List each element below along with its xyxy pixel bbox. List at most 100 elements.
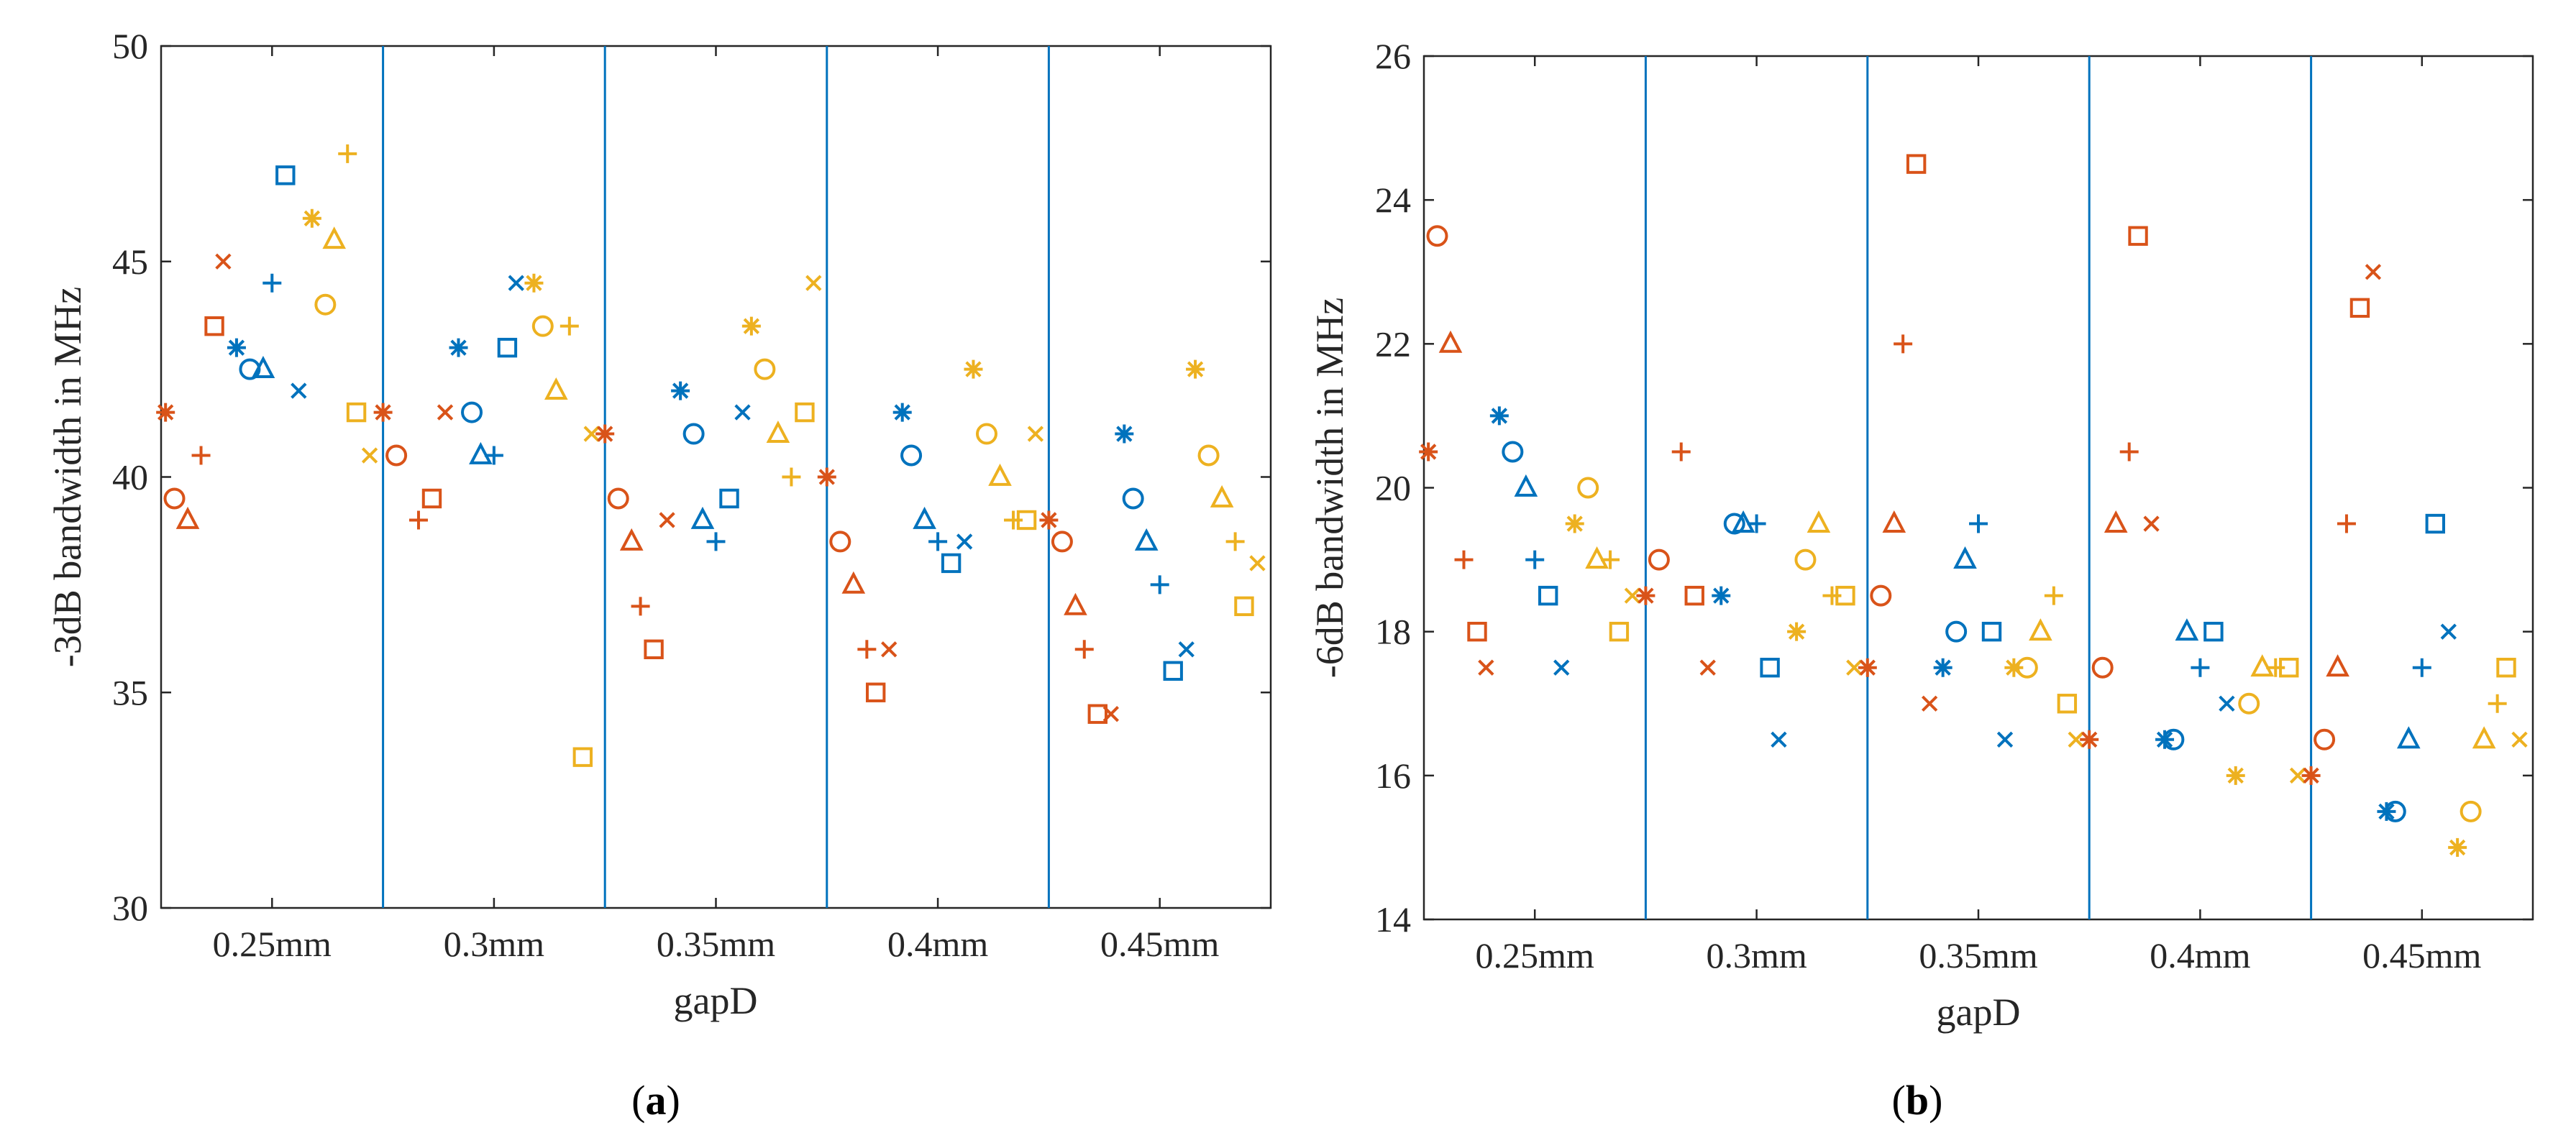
y-tick-label: 14 bbox=[1375, 899, 1411, 940]
data-point-plus bbox=[484, 446, 503, 465]
data-point-x bbox=[1699, 659, 1716, 676]
y-tick-label: 26 bbox=[1375, 36, 1411, 76]
data-point-x bbox=[2068, 731, 2084, 748]
data-point-plus bbox=[1225, 532, 1245, 551]
data-point-triangle bbox=[1953, 546, 1977, 569]
data-point-circle bbox=[682, 423, 705, 445]
data-point-triangle bbox=[2326, 654, 2349, 677]
data-point-x bbox=[1921, 695, 1938, 712]
data-point-circle bbox=[1122, 487, 1144, 510]
y-axis-label: -3dB bandwidth in MHz bbox=[46, 287, 89, 667]
data-point-square bbox=[1684, 585, 1704, 606]
data-point-square bbox=[941, 553, 962, 574]
data-point-x bbox=[1027, 426, 1044, 442]
data-point-plus bbox=[2412, 658, 2431, 677]
y-tick-label: 16 bbox=[1375, 756, 1411, 796]
data-point-triangle bbox=[2472, 726, 2496, 749]
data-point-x bbox=[1478, 659, 1494, 676]
data-point-star bbox=[1039, 510, 1059, 530]
data-point-x bbox=[734, 404, 751, 421]
data-point-plus bbox=[1671, 442, 1691, 462]
data-point-circle bbox=[2016, 656, 2038, 679]
panel-label: (a) bbox=[631, 1077, 680, 1124]
data-point-triangle bbox=[544, 377, 568, 400]
data-point-x bbox=[1624, 587, 1641, 604]
data-point-x bbox=[2440, 623, 2457, 640]
data-point-plus bbox=[559, 316, 579, 336]
data-point-triangle bbox=[251, 356, 275, 379]
data-point-square bbox=[1609, 621, 1630, 642]
data-point-square bbox=[865, 682, 886, 702]
data-point-plus bbox=[2191, 658, 2210, 677]
data-point-x bbox=[805, 275, 822, 291]
data-point-star bbox=[2226, 766, 2245, 785]
x-tick-label: 0.25mm bbox=[1476, 935, 1594, 976]
data-point-square bbox=[497, 337, 518, 358]
data-point-star bbox=[2080, 730, 2099, 749]
data-point-x bbox=[2143, 515, 2160, 532]
data-point-triangle bbox=[913, 506, 936, 529]
data-point-plus bbox=[338, 144, 357, 163]
data-point-square bbox=[421, 488, 442, 509]
data-point-circle bbox=[1502, 441, 1524, 463]
data-point-star bbox=[1933, 658, 1952, 677]
data-point-plus bbox=[1004, 510, 1023, 530]
data-point-star bbox=[1787, 622, 1807, 641]
data-point-x bbox=[583, 426, 600, 442]
data-point-circle bbox=[975, 423, 997, 445]
data-point-square bbox=[2279, 658, 2299, 678]
data-point-plus bbox=[2044, 586, 2063, 605]
y-tick-label: 45 bbox=[112, 242, 148, 282]
data-point-square bbox=[572, 747, 593, 767]
data-point-square bbox=[2349, 298, 2370, 318]
data-point-circle bbox=[1648, 548, 1670, 571]
data-point-x bbox=[1771, 731, 1787, 748]
data-point-square bbox=[1835, 585, 1855, 606]
data-point-star bbox=[449, 338, 468, 357]
data-point-circle bbox=[607, 487, 629, 510]
data-point-circle bbox=[1945, 620, 1968, 643]
y-tick-label: 18 bbox=[1375, 612, 1411, 652]
data-point-circle bbox=[163, 487, 186, 510]
data-point-circle bbox=[385, 444, 408, 467]
data-point-circle bbox=[900, 444, 923, 467]
data-point-plus bbox=[1074, 640, 1094, 659]
data-point-square bbox=[2496, 658, 2516, 678]
data-point-star bbox=[2301, 766, 2321, 785]
data-point-triangle bbox=[1210, 485, 1234, 508]
data-point-x bbox=[956, 533, 973, 550]
data-point-circle bbox=[829, 531, 851, 553]
data-point-plus bbox=[631, 597, 650, 616]
data-point-triangle bbox=[988, 463, 1012, 486]
x-tick-label: 0.3mm bbox=[444, 924, 544, 964]
data-point-square bbox=[1538, 585, 1558, 606]
data-point-plus bbox=[1894, 334, 1913, 354]
data-point-triangle bbox=[1514, 474, 1538, 497]
data-point-square bbox=[1906, 154, 1927, 174]
data-point-plus bbox=[2488, 694, 2507, 713]
data-point-x bbox=[2289, 767, 2306, 784]
data-point-x bbox=[1553, 659, 1570, 676]
data-point-plus bbox=[191, 446, 211, 465]
data-point-star bbox=[1858, 658, 1877, 677]
data-point-plus bbox=[1150, 575, 1169, 595]
y-tick-label: 35 bbox=[112, 672, 148, 712]
data-point-triangle bbox=[1134, 528, 1159, 551]
y-tick-label: 20 bbox=[1375, 468, 1411, 508]
data-point-x bbox=[2219, 695, 2235, 712]
x-tick-label: 0.4mm bbox=[2150, 935, 2250, 976]
x-tick-label: 0.35mm bbox=[1919, 935, 2037, 976]
x-tick-label: 0.25mm bbox=[213, 924, 332, 964]
data-point-star bbox=[741, 316, 761, 336]
data-point-square bbox=[719, 488, 739, 509]
data-point-x bbox=[361, 447, 378, 464]
data-point-star bbox=[227, 338, 246, 357]
data-point-triangle bbox=[690, 506, 715, 529]
panel-b: 14 16 18 20 22 24 26 0.25mm 0.3mm 0.35mm 0.4mm 0.45… bbox=[1308, 36, 2534, 1124]
data-point-star bbox=[964, 359, 983, 379]
data-point-circle bbox=[2384, 800, 2406, 822]
data-point-triangle bbox=[841, 571, 866, 594]
data-point-star bbox=[817, 467, 836, 487]
x-tick-label: 0.35mm bbox=[657, 924, 775, 964]
data-point-plus bbox=[408, 510, 428, 530]
